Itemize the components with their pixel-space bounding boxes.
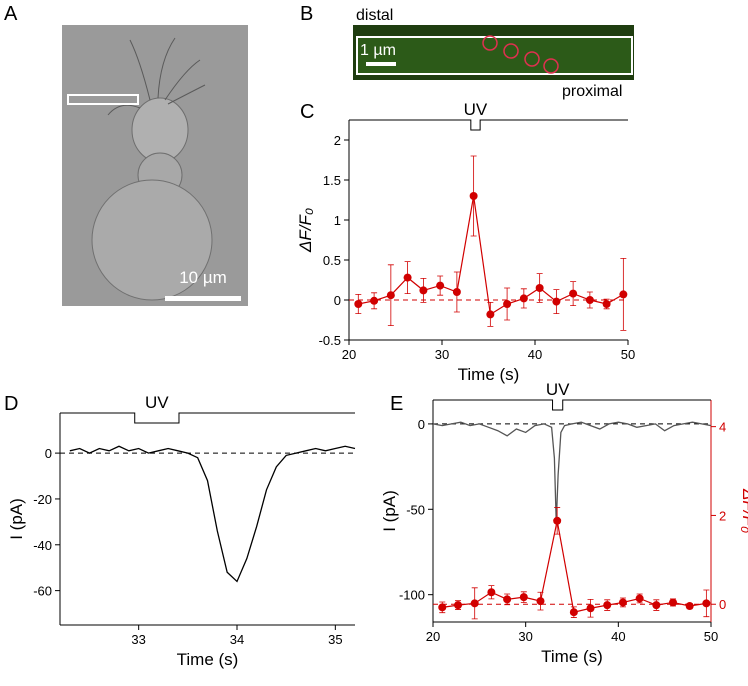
panel-label: B [300,3,313,25]
x-tick-label: 33 [131,632,145,647]
y-tick-label: 1.5 [323,173,341,188]
data-point [470,599,479,608]
data-point [569,608,578,617]
stimulus-trace [60,412,355,424]
panel-label: E [390,393,403,415]
series-line [442,520,707,613]
data-point [536,597,545,606]
series-line [69,445,356,583]
data-point [519,294,528,303]
data-point [436,281,445,290]
y-tick-label: -50 [406,502,425,517]
y-tick-label: 0 [334,293,341,308]
series-line [358,195,624,316]
data-point [669,598,678,607]
image-label: proximal [562,83,622,100]
x-axis-label: Time (s) [458,365,520,384]
data-point [454,601,463,610]
image-label: distal [356,7,393,24]
data-point [487,588,496,597]
data-point [652,601,661,610]
data-point [552,297,561,306]
data-point [419,286,428,295]
data-point [618,598,627,607]
data-point [519,593,528,602]
y2-tick-label: 4 [719,420,726,435]
x-tick-label: 40 [611,629,625,644]
data-point [569,289,578,298]
y-tick-label: 0 [45,446,52,461]
y2-tick-label: 0 [719,597,726,612]
data-point [553,516,562,525]
data-point [702,599,711,608]
data-point [403,273,412,282]
y-axis-label: I (pA) [380,490,399,532]
data-point [603,601,612,610]
x-tick-label: 20 [426,629,440,644]
stimulus-trace [349,119,628,131]
y-tick-label: 1 [334,213,341,228]
data-point [503,595,512,604]
y-tick-label: -40 [33,538,52,553]
x-tick-label: 20 [342,347,356,362]
micrograph: 10 µm [62,25,248,306]
panel-label: C [300,101,314,123]
panel-label: D [4,393,18,415]
stimulus-label: UV [145,393,169,412]
y2-tick-label: 2 [719,508,726,523]
x-tick-label: 30 [435,347,449,362]
data-point [635,594,644,603]
fluorescence-image: distal 1 µm proximal [353,7,634,100]
y2-axis-label: ΔF/F₀ [739,488,748,533]
x-tick-label: 40 [528,347,542,362]
x-tick-label: 34 [230,632,244,647]
data-point [438,603,447,612]
x-tick-label: 50 [704,629,718,644]
series-line [432,421,712,523]
data-point [386,291,395,300]
x-tick-label: 50 [621,347,635,362]
x-axis-label: Time (s) [541,647,603,666]
y-axis-label: I (pA) [7,498,26,540]
y-tick-label: 0 [418,417,425,432]
y-tick-label: -20 [33,492,52,507]
data-point [535,284,544,292]
x-tick-label: 30 [518,629,532,644]
scale-label: 1 µm [360,42,396,59]
data-point [619,290,628,299]
x-axis-label: Time (s) [177,650,239,669]
stimulus-trace [433,399,711,411]
data-point [586,604,595,613]
y-tick-label: 2 [334,133,341,148]
data-point [370,296,379,305]
data-point [685,602,694,611]
panel-label: A [4,3,18,25]
y-tick-label: -60 [33,584,52,599]
stimulus-label: UV [546,380,570,399]
data-point [602,300,611,308]
data-point [354,300,363,308]
y-axis-label: ΔF/F₀ [296,208,315,253]
stimulus-label: UV [464,100,488,119]
scale-label: 10 µm [179,268,227,287]
data-point [469,192,478,200]
data-point [585,296,594,304]
y-tick-label: -100 [399,588,425,603]
x-tick-label: 35 [328,632,342,647]
y-tick-label: -0.5 [319,333,341,348]
y-tick-label: 0.5 [323,253,341,268]
data-point [486,310,495,319]
data-point [503,300,512,308]
data-point [452,288,461,296]
